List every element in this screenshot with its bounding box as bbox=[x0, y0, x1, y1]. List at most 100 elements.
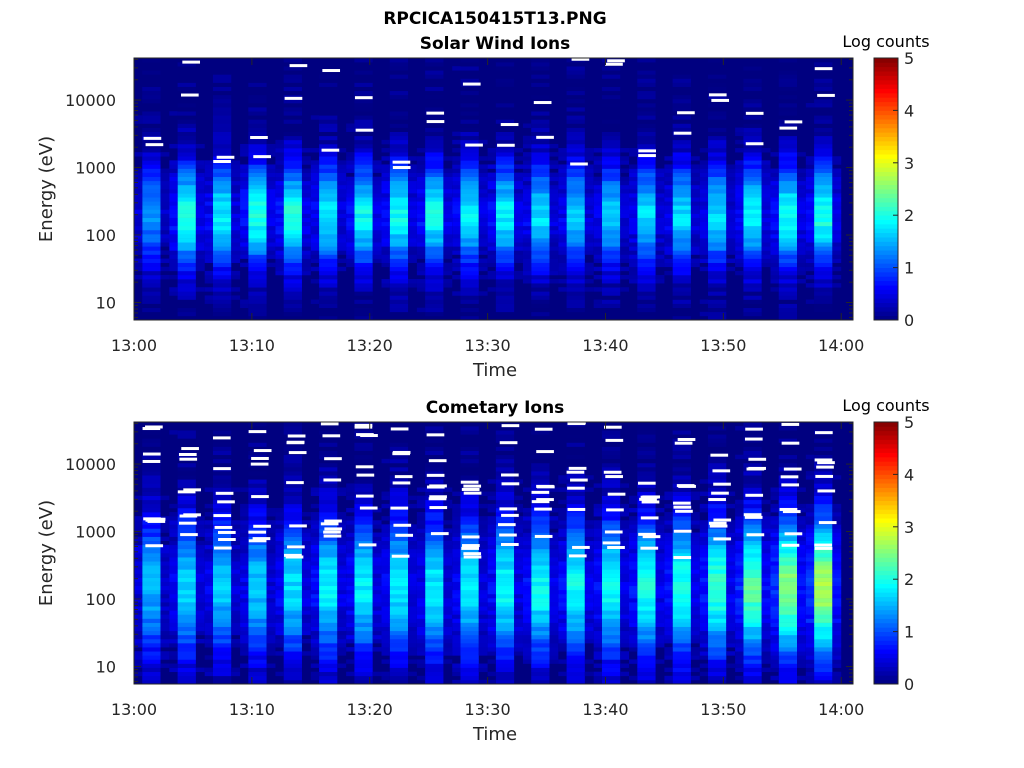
heatmap-cell bbox=[310, 532, 320, 537]
heatmap-cell bbox=[495, 94, 515, 100]
heatmap-cell bbox=[690, 193, 700, 198]
heatmap-cell bbox=[337, 491, 347, 496]
heatmap-cell bbox=[770, 152, 779, 157]
heatmap-cell bbox=[778, 258, 798, 263]
heatmap-cell bbox=[778, 229, 798, 235]
heatmap-cell bbox=[522, 553, 532, 558]
heatmap-cell bbox=[283, 213, 302, 218]
heatmap-cell bbox=[460, 315, 479, 321]
heatmap-cell bbox=[177, 205, 196, 210]
heatmap-cell bbox=[212, 287, 232, 292]
missing-data-cell bbox=[605, 475, 623, 479]
heatmap-cell bbox=[593, 258, 602, 263]
heatmap-cell bbox=[142, 274, 161, 280]
heatmap-cell bbox=[664, 184, 673, 190]
heatmap-cell bbox=[566, 229, 585, 235]
heatmap-cell bbox=[531, 107, 550, 112]
heatmap-cell bbox=[354, 307, 373, 313]
heatmap-cell bbox=[620, 626, 630, 632]
heatmap-cell bbox=[637, 315, 656, 321]
heatmap-cell bbox=[566, 176, 585, 182]
heatmap-cell bbox=[275, 152, 284, 157]
heatmap-cell bbox=[708, 74, 727, 79]
heatmap-cell bbox=[195, 213, 205, 218]
heatmap-cell bbox=[699, 180, 709, 186]
heatmap-cell bbox=[620, 483, 630, 488]
heatmap-cell bbox=[726, 172, 736, 178]
heatmap-cell bbox=[637, 479, 656, 484]
heatmap-cell bbox=[354, 148, 373, 153]
heatmap-cell bbox=[354, 671, 373, 677]
heatmap-cell bbox=[240, 238, 249, 243]
heatmap-cell bbox=[381, 585, 390, 591]
heatmap-cell bbox=[310, 520, 320, 525]
heatmap-cell bbox=[204, 487, 213, 492]
heatmap-cell bbox=[549, 524, 559, 529]
heatmap-cell bbox=[283, 152, 302, 157]
heatmap-cell bbox=[593, 164, 602, 169]
heatmap-cell bbox=[134, 213, 143, 218]
heatmap-cell bbox=[240, 193, 249, 198]
heatmap-cell bbox=[664, 589, 673, 595]
heatmap-cell bbox=[381, 647, 390, 652]
heatmap-cell bbox=[566, 254, 585, 259]
heatmap-cell bbox=[452, 148, 461, 153]
heatmap-cell bbox=[389, 197, 409, 202]
heatmap-cell bbox=[310, 201, 320, 206]
heatmap-cell bbox=[566, 86, 585, 92]
heatmap-cell bbox=[558, 512, 567, 517]
colorbar-swatch bbox=[874, 184, 898, 190]
heatmap-cell bbox=[558, 254, 567, 259]
heatmap-cell bbox=[248, 184, 267, 190]
heatmap-cell bbox=[212, 585, 232, 591]
heatmap-cell bbox=[134, 606, 143, 611]
heatmap-cell bbox=[487, 152, 496, 157]
heatmap-cell bbox=[601, 585, 621, 591]
heatmap-cell bbox=[142, 548, 161, 554]
heatmap-cell bbox=[460, 127, 479, 132]
heatmap-cell bbox=[460, 266, 479, 272]
heatmap-cell bbox=[629, 647, 638, 652]
heatmap-cell bbox=[319, 495, 338, 501]
heatmap-cell bbox=[601, 148, 621, 153]
heatmap-cell bbox=[761, 258, 771, 263]
heatmap-cell bbox=[531, 111, 550, 116]
heatmap-cell bbox=[495, 622, 515, 627]
heatmap-cell bbox=[495, 540, 515, 546]
heatmap-cell bbox=[425, 593, 444, 599]
heatmap-cell bbox=[354, 610, 373, 615]
heatmap-cell bbox=[566, 462, 585, 468]
heatmap-cell bbox=[240, 536, 249, 542]
heatmap-cell bbox=[301, 172, 311, 178]
heatmap-cell bbox=[460, 471, 479, 476]
heatmap-cell bbox=[629, 279, 638, 284]
heatmap-cell bbox=[142, 483, 161, 488]
heatmap-cell bbox=[248, 94, 267, 100]
heatmap-cell bbox=[240, 638, 249, 644]
heatmap-cell bbox=[601, 225, 621, 231]
heatmap-cell bbox=[566, 569, 585, 574]
heatmap-cell bbox=[416, 651, 426, 656]
heatmap-cell bbox=[283, 606, 302, 611]
heatmap-cell bbox=[743, 135, 762, 141]
colorbar-swatch bbox=[874, 171, 898, 177]
heatmap-cell bbox=[690, 610, 700, 615]
heatmap-cell bbox=[778, 135, 798, 141]
heatmap-cell bbox=[283, 209, 302, 214]
heatmap-cell bbox=[354, 103, 373, 108]
heatmap-cell bbox=[699, 610, 709, 615]
heatmap-cell bbox=[248, 471, 267, 476]
heatmap-cell bbox=[160, 536, 170, 542]
heatmap-cell bbox=[408, 209, 417, 214]
heatmap-cell bbox=[134, 225, 143, 231]
heatmap-cell bbox=[566, 454, 585, 460]
heatmap-cell bbox=[655, 520, 665, 525]
colorbar-swatch bbox=[874, 58, 898, 63]
heatmap-cell bbox=[381, 610, 390, 615]
heatmap-cell bbox=[593, 168, 602, 173]
heatmap-cell bbox=[425, 103, 444, 108]
heatmap-cell bbox=[354, 123, 373, 128]
colorbar-swatch bbox=[874, 276, 898, 282]
heatmap-cell bbox=[558, 659, 567, 664]
heatmap-cell bbox=[487, 184, 496, 190]
